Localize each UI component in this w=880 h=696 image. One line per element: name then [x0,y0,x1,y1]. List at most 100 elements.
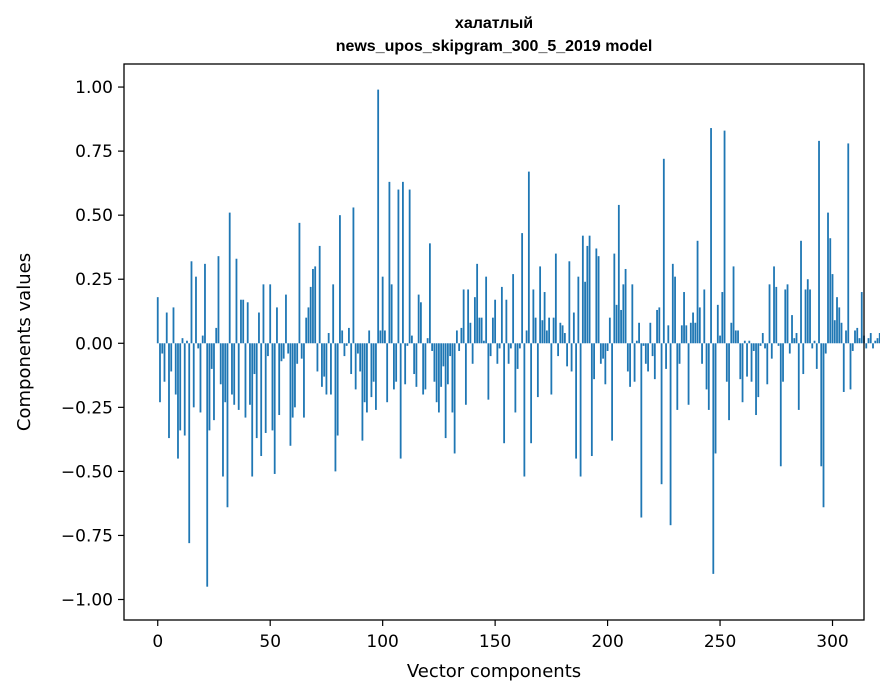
bar [262,284,265,344]
bar [869,333,872,344]
bar [806,279,809,344]
bar [779,343,782,467]
y-tick-label: 0.75 [75,142,113,162]
y-axis-label: Components values [14,253,35,431]
bar [278,343,281,416]
bar [858,338,861,344]
bar [386,343,389,403]
bar [647,343,649,372]
bar [815,343,818,369]
bar [838,307,841,344]
bar [233,343,236,405]
bar [802,343,805,375]
bar [224,343,227,403]
bar [210,343,213,369]
bar [485,276,488,344]
bar [831,274,834,344]
bar [523,343,526,477]
bar [174,343,177,395]
bar [237,343,240,410]
bar [878,333,880,344]
bar [226,343,229,508]
bar [424,343,427,390]
bar [604,343,607,385]
bar [442,343,445,367]
bar [750,343,753,382]
bar [728,343,730,421]
bar [246,302,249,344]
bar [768,284,771,344]
bar [725,343,728,382]
bar [800,240,802,344]
bar [631,284,634,344]
bar [741,343,744,403]
bar [795,333,798,344]
bar [665,343,667,369]
bar [732,266,735,344]
bar [343,343,346,357]
y-tick-label: 0.50 [75,206,113,226]
bar [633,343,636,382]
bar [348,327,350,344]
bar [723,130,726,344]
bar [842,343,845,392]
bar [770,343,773,359]
bar [406,343,409,346]
bar [188,343,191,544]
bar [539,266,542,344]
bar [554,253,557,344]
bar [267,343,269,357]
bar [253,343,256,375]
bar [325,343,328,395]
bar [201,335,204,344]
bar [548,317,551,344]
bar [599,343,602,364]
bar [390,284,393,344]
bar [384,330,386,344]
bar [204,263,206,344]
bar [480,317,483,344]
bar [411,335,413,344]
bar [597,256,600,344]
bar [388,181,391,344]
bar [746,343,748,377]
bar [602,343,604,359]
bar [687,343,690,405]
bar [327,333,330,344]
bar [757,343,760,398]
bar [856,327,859,344]
bar [507,343,510,364]
bar [793,338,796,344]
bar [397,189,400,344]
bar [588,235,591,344]
bar [402,181,404,344]
bar [840,322,843,344]
bar [437,343,440,413]
bar [168,343,170,439]
bar [426,338,429,344]
bar [876,338,879,344]
bar [350,343,353,375]
bar [552,317,555,344]
bar [505,299,508,344]
bar [489,343,492,357]
bar [296,343,299,364]
bar [525,330,528,344]
bar [269,284,272,344]
bar [159,343,161,403]
bar [534,317,537,344]
bar [345,343,348,346]
bar [336,343,339,436]
bar [683,292,685,344]
bar [532,289,535,344]
bar [671,263,674,344]
bar [791,315,793,344]
bar [635,340,638,344]
bar [179,343,182,431]
bar [208,343,211,431]
bar [566,343,568,367]
bar [381,276,384,344]
bar [460,327,463,344]
bar [572,312,575,344]
